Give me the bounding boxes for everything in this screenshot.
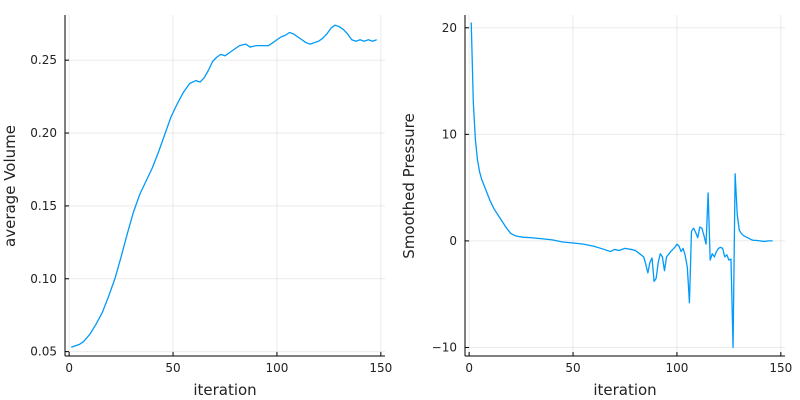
right-y-tick-label: 0 (449, 234, 457, 248)
right-series-line-0 (470, 22, 773, 349)
right-x-tick-label: 0 (465, 361, 473, 375)
right-chart: 0 50 100 150 −10 0 10 20 iteration Smoothed Pre… (400, 15, 792, 399)
left-grid (65, 15, 385, 356)
right-grid (465, 15, 785, 356)
right-x-axis-title: iteration (593, 381, 656, 399)
right-y-tick-label: 10 (442, 127, 457, 141)
left-axes (64, 15, 385, 357)
right-x-tick-label: 50 (565, 361, 580, 375)
right-x-tick-label: 100 (665, 361, 688, 375)
left-y-axis-title: average Volume (1, 125, 19, 247)
left-x-tick-label: 150 (369, 361, 392, 375)
left-y-tick-label: 0.25 (30, 53, 57, 67)
left-x-tick-label: 100 (265, 361, 288, 375)
right-ticks: 0 50 100 150 −10 0 10 20 (432, 21, 793, 375)
left-y-tick-label: 0.05 (30, 345, 57, 359)
right-y-tick-label: 20 (442, 21, 457, 35)
left-ticks: 0 50 100 150 0.05 0.10 0.15 0.20 0.25 (30, 53, 392, 375)
right-x-tick-label: 150 (769, 361, 792, 375)
left-x-axis-title: iteration (193, 381, 256, 399)
left-x-tick-label: 0 (65, 361, 73, 375)
left-series-line-0 (71, 24, 377, 348)
right-axes (464, 15, 785, 357)
left-y-tick-label: 0.20 (30, 126, 57, 140)
right-y-axis-title: Smoothed Pressure (400, 113, 418, 258)
left-x-tick-label: 50 (165, 361, 180, 375)
right-y-tick-label: −10 (432, 340, 457, 354)
left-y-tick-label: 0.10 (30, 272, 57, 286)
right-series (470, 22, 773, 349)
left-y-tick-label: 0.15 (30, 199, 57, 213)
left-series (71, 24, 377, 348)
